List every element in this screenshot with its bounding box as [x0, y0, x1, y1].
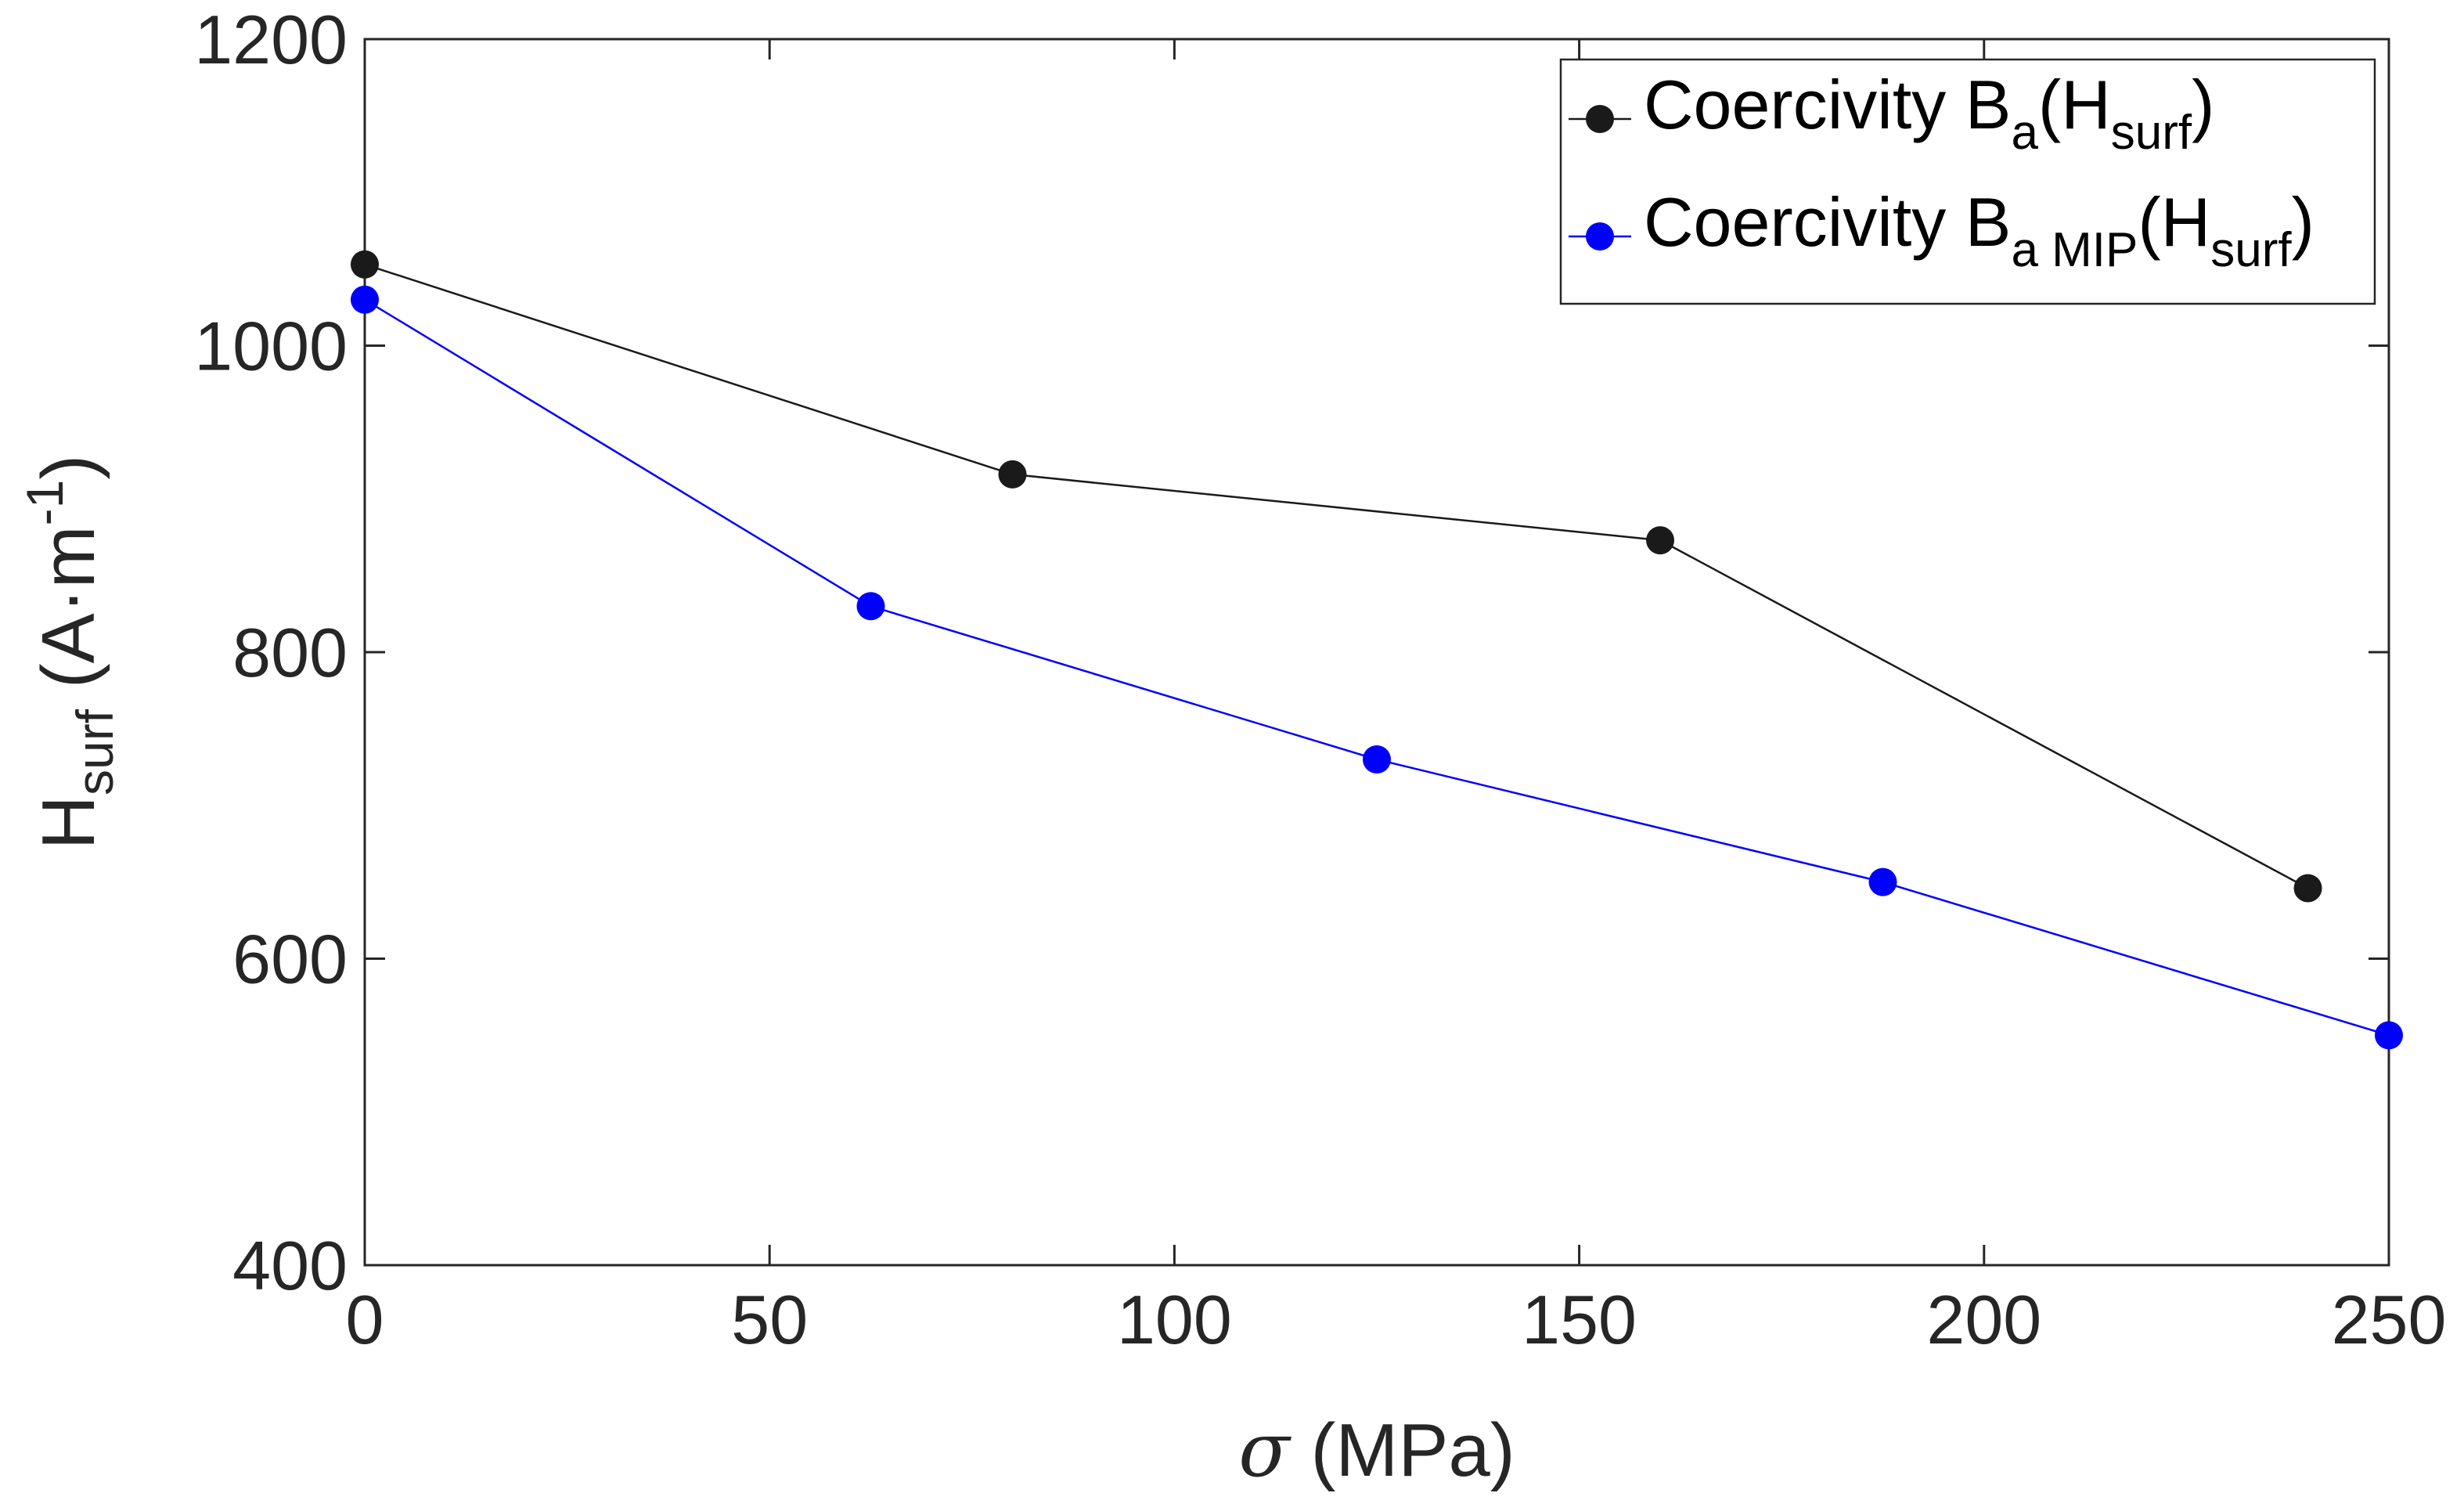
legend-sub2: surf: [2210, 223, 2292, 277]
data-point: [998, 460, 1027, 489]
series-2: [351, 285, 2403, 1050]
y-axis-label: Hsurf (A·m-1): [16, 455, 124, 850]
data-point: [351, 250, 379, 279]
y-tick-label: 1200: [194, 1, 348, 78]
y-axis-label-text: Hsurf (A·m-1): [16, 455, 124, 850]
data-point: [1646, 526, 1675, 555]
data-point: [2375, 1021, 2403, 1050]
series-group: [351, 250, 2403, 1050]
x-tick-label: 250: [2332, 1281, 2447, 1358]
x-axis-unit: (MPa): [1290, 1408, 1515, 1492]
legend-label: Coercivity Ba(Hsurf): [1644, 66, 2214, 160]
y-tick-label: 600: [232, 921, 348, 998]
legend-entry-1: Coercivity Ba(Hsurf): [1569, 66, 2214, 160]
x-axis-label-text: σ (MPa): [1238, 1406, 1515, 1494]
y-label-unit-open: (A·m: [27, 525, 110, 709]
legend-mid: (H: [2038, 66, 2111, 143]
x-tick-label: 0: [346, 1281, 384, 1358]
legend-marker: [1586, 105, 1614, 133]
y-tick-label: 800: [232, 614, 348, 691]
data-point: [856, 592, 885, 621]
x-tick-label: 50: [731, 1281, 808, 1358]
legend-prefix: Coercivity B: [1644, 66, 2011, 143]
legend-suffix: ): [2192, 66, 2214, 143]
legend-mid: (H: [2138, 183, 2210, 261]
y-label-unit-sup: -1: [16, 480, 74, 526]
legend-sub: a MIP: [2011, 223, 2138, 277]
x-axis-label: σ (MPa): [1238, 1406, 1515, 1494]
data-point: [1868, 867, 1897, 896]
legend: Coercivity Ba(Hsurf)Coercivity Ba MIP(Hs…: [1559, 58, 2376, 305]
legend-box: [1559, 58, 2376, 305]
legend-sub2: surf: [2111, 106, 2192, 160]
data-point: [1363, 745, 1391, 774]
y-label-main: H: [27, 795, 110, 849]
y-tick-label: 400: [232, 1227, 348, 1304]
y-tick-label: 1000: [194, 308, 348, 385]
x-tick-label: 150: [1522, 1281, 1637, 1358]
data-point: [351, 285, 379, 314]
data-point: [2293, 874, 2322, 903]
x-axis-symbol: σ: [1238, 1406, 1291, 1494]
x-tick-label: 100: [1117, 1281, 1232, 1358]
axis-ticks: 0 50 100 150 200 250 400 600 800 1000 1200: [194, 1, 2446, 1358]
legend-label: Coercivity Ba MIP(Hsurf): [1644, 183, 2315, 277]
y-label-unit-close: ): [27, 455, 110, 480]
legend-marker: [1586, 222, 1614, 251]
y-label-sub: surf: [66, 709, 124, 795]
legend-prefix: Coercivity B: [1644, 183, 2011, 261]
series-1: [351, 250, 2322, 903]
legend-entry-2: Coercivity Ba MIP(Hsurf): [1569, 183, 2315, 277]
x-tick-label: 200: [1926, 1281, 2041, 1358]
series-line: [364, 263, 2309, 889]
legend-sub: a: [2011, 106, 2038, 160]
legend-suffix: ): [2292, 183, 2315, 261]
